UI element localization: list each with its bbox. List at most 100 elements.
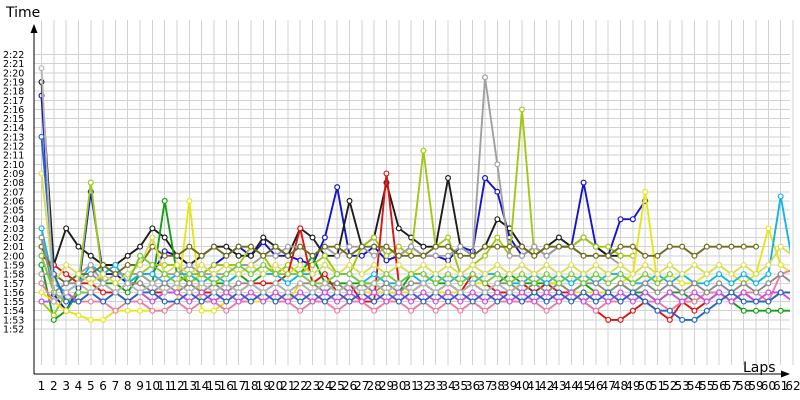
data-point xyxy=(457,243,464,250)
x-tick-label: 18 xyxy=(243,379,258,393)
data-point xyxy=(617,271,624,278)
data-point xyxy=(432,298,439,305)
data-point xyxy=(247,252,254,259)
data-point xyxy=(592,243,599,250)
data-point xyxy=(765,307,772,314)
data-point xyxy=(457,280,464,287)
data-point xyxy=(321,261,328,268)
data-point xyxy=(506,271,513,278)
data-point xyxy=(518,280,525,287)
data-point xyxy=(642,271,649,278)
x-tick-label: 59 xyxy=(748,379,763,393)
y-tick-label: 2:21 xyxy=(3,59,24,70)
data-point xyxy=(260,234,267,241)
data-point xyxy=(161,197,168,204)
x-tick-label: 58 xyxy=(736,379,751,393)
data-point xyxy=(445,280,452,287)
data-point xyxy=(260,271,267,278)
data-point xyxy=(469,261,476,268)
data-point xyxy=(309,252,316,259)
data-point xyxy=(420,252,427,259)
x-tick-label: 43 xyxy=(551,379,566,393)
y-tick-label: 1:56 xyxy=(3,288,24,299)
data-point xyxy=(210,261,217,268)
data-point xyxy=(543,261,550,268)
data-point xyxy=(777,261,784,268)
data-point xyxy=(38,170,45,177)
data-point xyxy=(309,234,316,241)
data-point xyxy=(482,307,489,314)
data-point xyxy=(358,252,365,259)
x-tick-label: 44 xyxy=(564,379,579,393)
data-point xyxy=(654,307,661,314)
data-point xyxy=(161,307,168,314)
data-point xyxy=(395,252,402,259)
data-point xyxy=(112,289,119,296)
data-point xyxy=(383,271,390,278)
data-point xyxy=(149,298,156,305)
data-point xyxy=(617,252,624,259)
x-tick-label: 39 xyxy=(502,379,517,393)
data-point xyxy=(63,298,70,305)
data-point xyxy=(703,298,710,305)
data-point xyxy=(161,271,168,278)
x-tick-label: 27 xyxy=(354,379,369,393)
x-tick-label: 35 xyxy=(453,379,468,393)
data-point xyxy=(100,261,107,268)
data-point xyxy=(161,298,168,305)
data-point xyxy=(580,289,587,296)
x-tick-label: 31 xyxy=(403,379,418,393)
data-point xyxy=(518,252,525,259)
data-point xyxy=(531,271,538,278)
data-point xyxy=(740,271,747,278)
data-point xyxy=(371,298,378,305)
x-tick-label: 49 xyxy=(625,379,640,393)
y-tick-label: 2:13 xyxy=(3,132,24,143)
data-point xyxy=(629,280,636,287)
data-point xyxy=(716,261,723,268)
data-point xyxy=(777,289,784,296)
data-point xyxy=(518,289,525,296)
data-point xyxy=(518,271,525,278)
data-point xyxy=(174,289,181,296)
data-point xyxy=(740,280,747,287)
data-point xyxy=(235,261,242,268)
data-point xyxy=(469,271,476,278)
data-point xyxy=(642,252,649,259)
data-point xyxy=(445,298,452,305)
data-point xyxy=(642,188,649,195)
data-point xyxy=(371,243,378,250)
data-point xyxy=(568,271,575,278)
data-point xyxy=(38,298,45,305)
y-tick-label: 2:15 xyxy=(3,114,24,125)
data-point xyxy=(137,261,144,268)
data-point xyxy=(506,280,513,287)
data-point xyxy=(247,289,254,296)
y-tick-label: 1:59 xyxy=(3,260,24,271)
data-point xyxy=(666,289,673,296)
data-point xyxy=(247,271,254,278)
data-point xyxy=(592,289,599,296)
y-tick-label: 1:57 xyxy=(3,279,24,290)
data-point xyxy=(679,316,686,323)
data-point xyxy=(617,316,624,323)
data-point xyxy=(703,271,710,278)
data-point xyxy=(174,252,181,259)
x-tick-label: 56 xyxy=(711,379,726,393)
data-point xyxy=(420,271,427,278)
data-point xyxy=(334,298,341,305)
y-axis-arrow xyxy=(30,24,38,33)
series-1 xyxy=(38,92,649,314)
data-point xyxy=(555,243,562,250)
data-point xyxy=(124,298,131,305)
data-point xyxy=(284,289,291,296)
y-tick-label: 2:22 xyxy=(3,50,24,61)
data-point xyxy=(63,225,70,232)
data-point xyxy=(592,307,599,314)
data-point xyxy=(457,298,464,305)
data-point xyxy=(124,261,131,268)
data-point xyxy=(174,280,181,287)
x-tick-label: 30 xyxy=(391,379,406,393)
y-tick-label: 2:12 xyxy=(3,142,24,153)
data-point xyxy=(297,307,304,314)
